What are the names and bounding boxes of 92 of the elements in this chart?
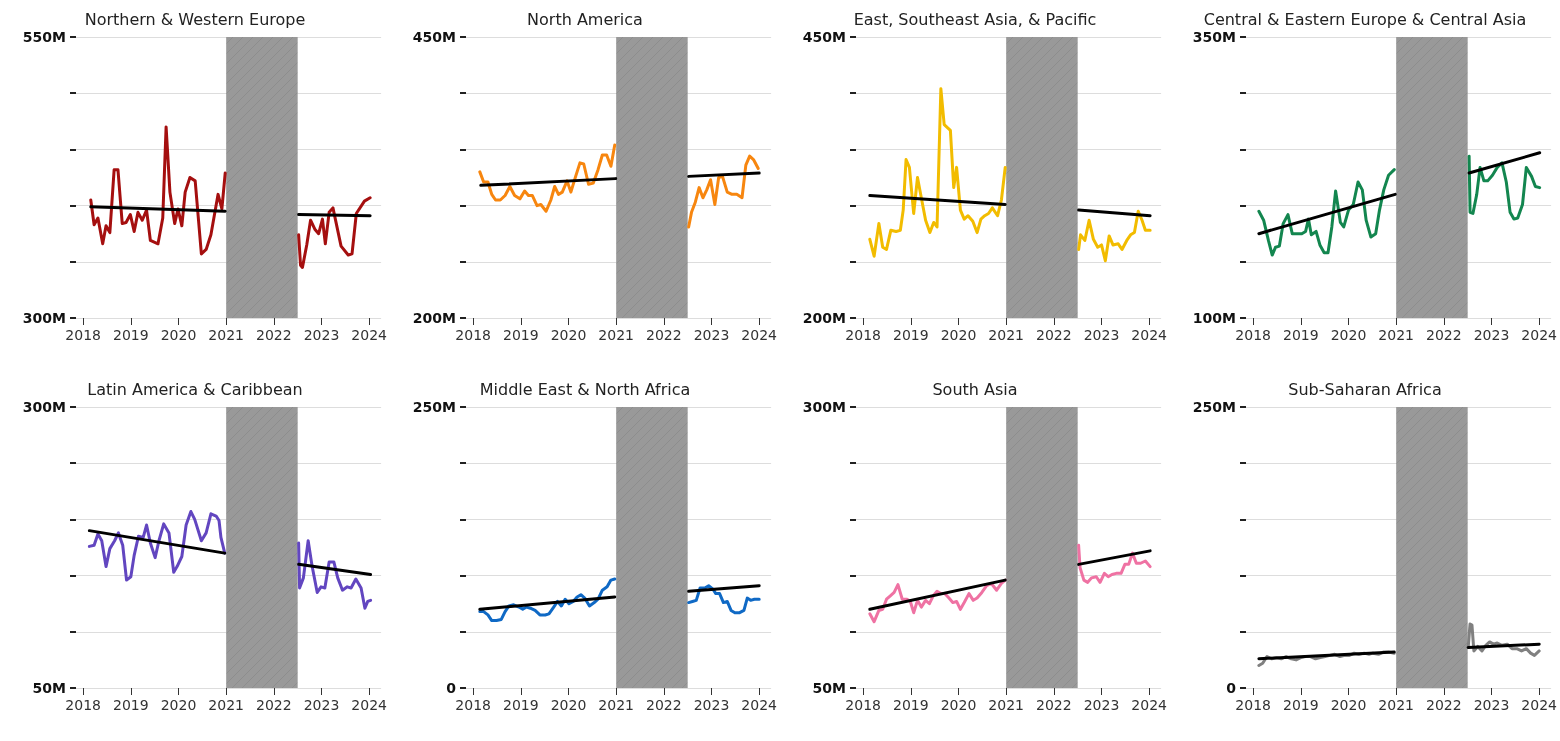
x-tick-label: 2022 <box>1426 697 1462 713</box>
x-tick-label: 2022 <box>1036 327 1072 343</box>
chart-title: Northern & Western Europe <box>84 9 306 29</box>
line-series <box>1257 168 1396 257</box>
x-tick-label: 2019 <box>113 327 149 343</box>
line-series <box>687 584 761 615</box>
x-tick-label: 2023 <box>303 697 340 713</box>
x-tick-label: 2022 <box>1426 327 1462 343</box>
y-tick-label: 300M <box>802 399 846 415</box>
x-tick-label: 2018 <box>455 327 491 343</box>
x-tick-label: 2018 <box>65 327 101 343</box>
line-series <box>89 125 227 256</box>
x-tick-label: 2021 <box>988 697 1024 713</box>
x-tick-label: 2023 <box>303 327 340 343</box>
y-tick-label: 300M <box>22 399 66 415</box>
y-tick-label: 0 <box>1226 680 1237 696</box>
x-tick-label: 2023 <box>1083 697 1120 713</box>
x-tick-label: 2018 <box>1235 327 1271 343</box>
x-tick-label: 2019 <box>503 697 539 713</box>
y-tick-label: 250M <box>1192 399 1236 415</box>
x-tick-label: 2022 <box>646 697 682 713</box>
x-tick-label: 2019 <box>893 697 929 713</box>
x-tick-label: 2023 <box>1473 327 1510 343</box>
x-tick-label: 2018 <box>65 697 101 713</box>
line-series <box>868 87 1007 258</box>
x-tick-label: 2024 <box>741 697 778 713</box>
x-tick-label: 2020 <box>160 697 197 713</box>
y-tick-label: 450M <box>412 29 456 45</box>
y-tick-label: 200M <box>802 310 846 326</box>
x-tick-label: 2022 <box>1036 697 1072 713</box>
y-tick-label: 350M <box>1192 29 1236 45</box>
x-tick-label: 2020 <box>550 327 587 343</box>
x-tick-label: 2020 <box>550 697 587 713</box>
x-tick-label: 2024 <box>1521 327 1558 343</box>
x-tick-label: 2024 <box>351 697 388 713</box>
chart-title: Central & Eastern Europe & Central Asia <box>1203 9 1527 29</box>
x-tick-label: 2018 <box>845 697 881 713</box>
chart-title: East, Southeast Asia, & Pacific <box>853 9 1097 29</box>
y-tick-label: 200M <box>412 310 456 326</box>
line-series <box>297 539 373 610</box>
x-tick-label: 2022 <box>256 697 292 713</box>
x-tick-label: 2023 <box>693 327 730 343</box>
y-tick-label: 100M <box>1192 310 1236 326</box>
x-tick-label: 2021 <box>1378 697 1414 713</box>
line-series <box>87 510 227 582</box>
y-tick-label: 50M <box>32 680 66 696</box>
x-tick-label: 2019 <box>893 327 929 343</box>
x-tick-label: 2024 <box>1131 697 1168 713</box>
x-tick-label: 2020 <box>940 327 977 343</box>
y-tick-label: 50M <box>812 680 846 696</box>
x-tick-label: 2024 <box>1131 327 1168 343</box>
y-tick-label: 300M <box>22 310 66 326</box>
x-tick-label: 2018 <box>455 697 491 713</box>
chart-title: Middle East & North Africa <box>479 379 691 399</box>
line-series <box>297 196 372 269</box>
x-tick-label: 2024 <box>1521 697 1558 713</box>
x-tick-label: 2023 <box>1473 697 1510 713</box>
x-tick-label: 2020 <box>160 327 197 343</box>
x-tick-label: 2020 <box>1330 697 1367 713</box>
y-tick-label: 250M <box>412 399 456 415</box>
chart-title: Sub-Saharan Africa <box>1288 379 1442 399</box>
x-tick-label: 2021 <box>208 327 244 343</box>
x-tick-label: 2021 <box>988 327 1024 343</box>
x-tick-label: 2024 <box>741 327 778 343</box>
x-tick-label: 2022 <box>256 327 292 343</box>
x-tick-label: 2022 <box>646 327 682 343</box>
line-series <box>1077 209 1152 263</box>
x-tick-label: 2018 <box>845 327 881 343</box>
x-tick-label: 2021 <box>598 327 634 343</box>
y-tick-label: 0 <box>446 680 457 696</box>
chart-title: Latin America & Caribbean <box>87 379 303 399</box>
x-tick-label: 2020 <box>1330 327 1367 343</box>
x-tick-label: 2019 <box>113 697 149 713</box>
x-tick-label: 2019 <box>1283 327 1319 343</box>
chart-title: South Asia <box>932 379 1018 399</box>
x-tick-label: 2021 <box>208 697 244 713</box>
x-tick-label: 2019 <box>503 327 539 343</box>
y-tick-label: 550M <box>22 29 66 45</box>
x-tick-label: 2021 <box>598 697 634 713</box>
chart-title: North America <box>527 9 643 29</box>
x-tick-label: 2023 <box>1083 327 1120 343</box>
x-tick-label: 2018 <box>1235 697 1271 713</box>
x-tick-label: 2023 <box>693 697 730 713</box>
y-tick-label: 450M <box>802 29 846 45</box>
line-series <box>1077 543 1152 584</box>
x-tick-label: 2021 <box>1378 327 1414 343</box>
x-tick-label: 2020 <box>940 697 977 713</box>
x-tick-label: 2024 <box>351 327 388 343</box>
x-tick-label: 2019 <box>1283 697 1319 713</box>
line-series <box>1467 154 1542 221</box>
line-series <box>478 143 617 213</box>
line-series <box>687 154 760 229</box>
